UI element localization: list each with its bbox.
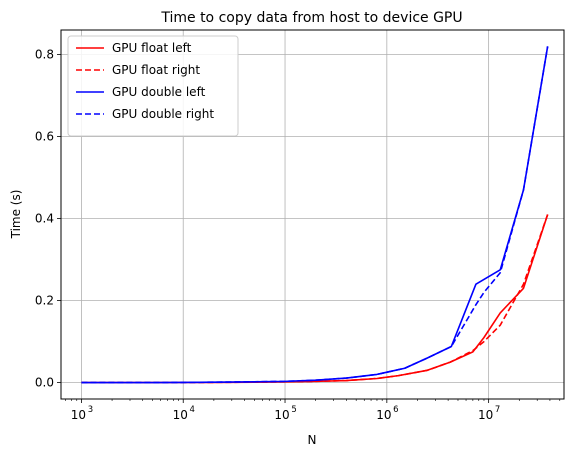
y-tick-label: 0.4 — [35, 212, 54, 226]
x-tick-label: 10 — [478, 408, 493, 422]
x-tick-exponent: 4 — [190, 405, 195, 415]
legend: GPU float left GPU float right GPU double … — [67, 35, 239, 137]
series-lines — [81, 46, 549, 384]
series-line-4 — [81, 46, 549, 384]
legend-label: GPU double right — [112, 107, 214, 121]
legend-label: GPU float left — [112, 41, 192, 55]
x-axis-label: N — [308, 433, 317, 447]
x-tick-label: 10 — [274, 408, 289, 422]
legend-box — [67, 35, 239, 137]
y-tick-label: 0.6 — [35, 130, 54, 144]
legend-label: GPU double left — [112, 85, 206, 99]
x-tick-label: 10 — [71, 408, 86, 422]
plot-frame — [60, 29, 565, 400]
x-tick-exponent: 7 — [495, 405, 500, 415]
legend-label: GPU float right — [112, 63, 200, 77]
x-tick-exponent: 3 — [88, 405, 93, 415]
y-axis: 0.0 0.2 0.4 0.6 0.8 — [35, 48, 61, 390]
y-tick-label: 0.0 — [35, 376, 54, 390]
y-tick-label: 0.8 — [35, 48, 54, 62]
series-line-2 — [81, 214, 549, 384]
y-tick-label: 0.2 — [35, 294, 54, 308]
series-line-1 — [81, 214, 549, 384]
x-tick-exponent: 5 — [291, 405, 296, 415]
chart-title: Time to copy data from host to device GP… — [160, 10, 462, 26]
x-axis: 10 3 10 4 10 5 10 6 10 7 — [65, 399, 561, 422]
x-tick-label: 10 — [173, 408, 188, 422]
x-tick-exponent: 6 — [393, 405, 398, 415]
y-axis-label: Time (s) — [9, 190, 23, 240]
x-tick-label: 10 — [376, 408, 391, 422]
